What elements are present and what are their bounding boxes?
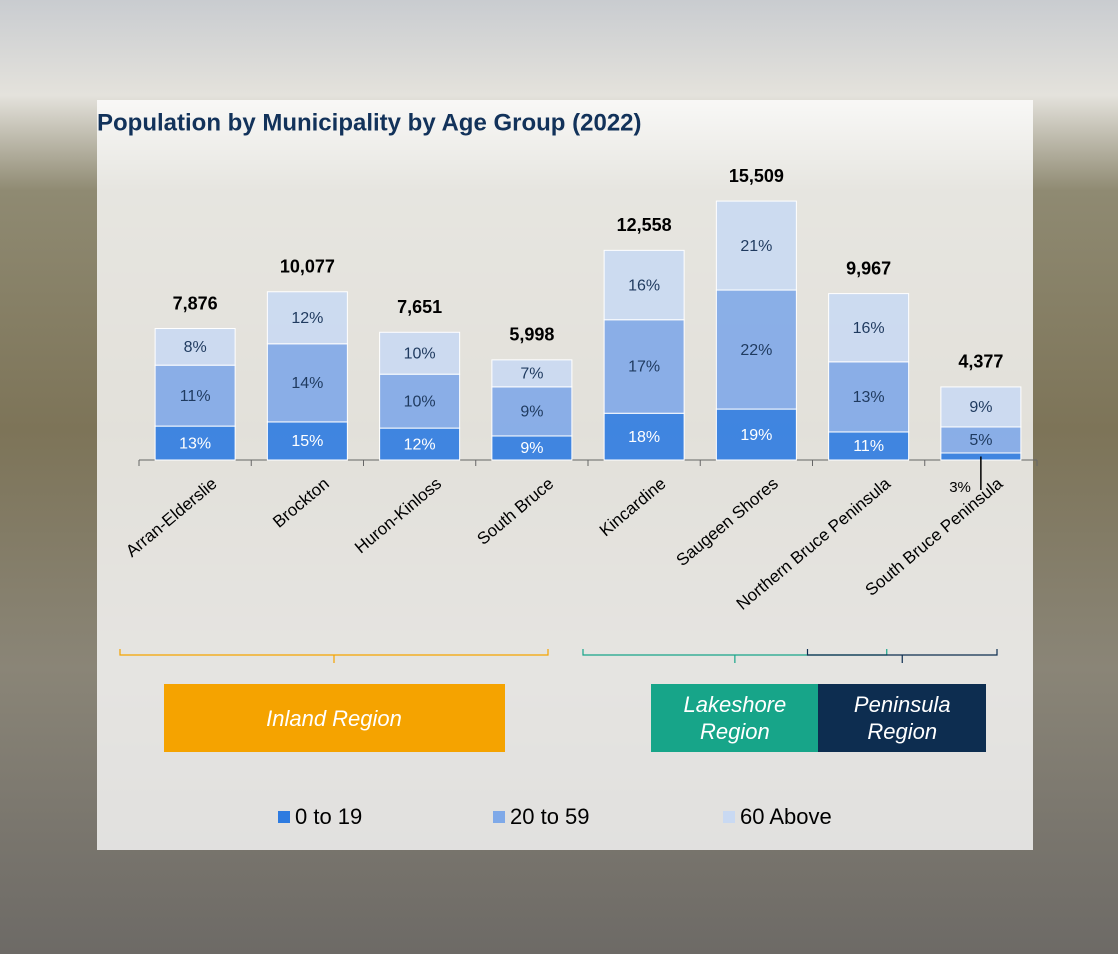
segment-label: 7%	[520, 366, 543, 383]
segment-label: 19%	[740, 427, 772, 444]
segment-label: 9%	[520, 404, 543, 421]
total-label: 9,967	[846, 258, 891, 278]
segment-label: 10%	[404, 393, 436, 410]
chart: Population by Municipality by Age Group …	[0, 0, 1118, 954]
total-label: 4,377	[958, 352, 1003, 372]
chart-title: Population by Municipality by Age Group …	[97, 109, 642, 136]
segment-label: 16%	[853, 320, 885, 337]
total-label: 15,509	[729, 166, 784, 186]
segment-label: 12%	[404, 436, 436, 453]
segment-label: 11%	[180, 388, 211, 405]
segment-label: 13%	[179, 435, 211, 452]
screenshot: Population by Municipality by Age Group …	[0, 0, 1118, 954]
region-box: Lakeshore Region	[651, 684, 819, 752]
segment-label: 9%	[969, 399, 992, 416]
segment-label: 9%	[520, 440, 543, 457]
total-label: 7,651	[397, 297, 442, 317]
total-label: 12,558	[617, 215, 672, 235]
segment-label: 16%	[628, 277, 660, 294]
segment-label: 22%	[740, 342, 772, 359]
segment-label: 13%	[853, 389, 885, 406]
region-box: Inland Region	[164, 684, 505, 752]
total-label: 5,998	[509, 325, 554, 345]
segment-label: 3%	[949, 479, 971, 496]
legend-label: 60 Above	[740, 804, 832, 829]
segment-label: 15%	[291, 433, 323, 450]
segment-label: 14%	[291, 375, 323, 392]
legend-swatch	[278, 811, 290, 823]
total-label: 10,077	[280, 257, 335, 277]
segment-label: 8%	[184, 339, 207, 356]
segment-label: 12%	[291, 310, 323, 327]
segment-label: 21%	[740, 238, 772, 255]
segment-label: 18%	[628, 429, 660, 446]
region-box: Peninsula Region	[818, 684, 986, 752]
segment-label: 17%	[628, 359, 660, 376]
segment-label: 11%	[853, 438, 884, 455]
legend-label: 0 to 19	[295, 804, 362, 829]
segment-label: 5%	[969, 432, 992, 449]
legend-label: 20 to 59	[510, 804, 590, 829]
legend-swatch	[723, 811, 735, 823]
total-label: 7,876	[173, 293, 218, 313]
legend-swatch	[493, 811, 505, 823]
segment-label: 10%	[404, 345, 436, 362]
